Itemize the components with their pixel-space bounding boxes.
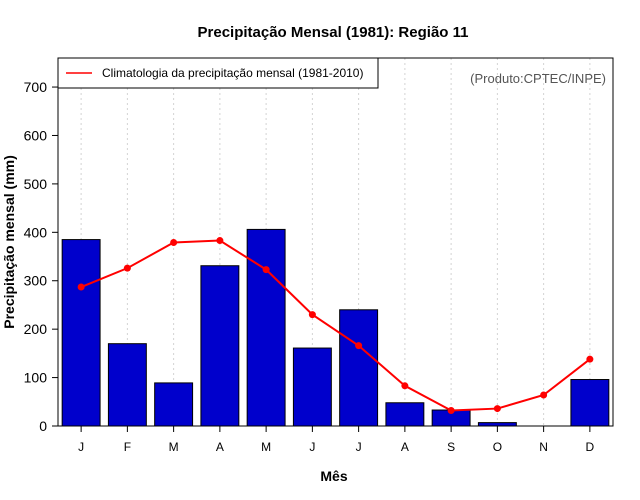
- credit-annotation: (Produto:CPTEC/INPE): [470, 71, 606, 86]
- climatology-point-9: [493, 405, 501, 413]
- climatology-point-1: [123, 264, 131, 272]
- climatology-polyline: [80, 239, 591, 412]
- ytick-label-500: 500: [24, 176, 48, 192]
- climatology-line: [77, 237, 594, 415]
- climatology-point-7: [401, 382, 409, 390]
- bar-2: [154, 382, 194, 427]
- bar-5: [292, 347, 332, 427]
- climatology-point-4: [262, 266, 270, 274]
- xtick-label-11: D: [586, 440, 595, 454]
- bar-1: [107, 343, 147, 427]
- xtick-label-10: N: [539, 440, 548, 454]
- bars: [61, 228, 610, 427]
- climatology-point-2: [170, 238, 178, 246]
- climatology-point-6: [355, 342, 363, 350]
- legend-label: Climatologia da precipitação mensal (198…: [102, 66, 363, 80]
- xtick-label-3: A: [216, 440, 224, 454]
- xtick-label-4: M: [261, 440, 271, 454]
- xtick-label-9: O: [493, 440, 502, 454]
- bar-3: [200, 265, 240, 427]
- climatology-point-5: [308, 311, 316, 319]
- xtick-label-8: S: [447, 440, 455, 454]
- xtick-label-0: J: [78, 440, 84, 454]
- x-axis-label: Mês: [320, 468, 347, 484]
- bar-6: [339, 309, 379, 427]
- ytick-label-0: 0: [39, 418, 47, 434]
- ytick-label-400: 400: [24, 224, 48, 240]
- ytick-label-300: 300: [24, 273, 48, 289]
- bar-9: [477, 422, 517, 427]
- bar-11: [570, 379, 610, 427]
- xtick-label-7: A: [401, 440, 409, 454]
- chart-title: Precipitação Mensal (1981): Região 11: [198, 24, 469, 41]
- climatology-point-10: [540, 391, 548, 399]
- climatology-point-0: [77, 283, 85, 291]
- y-axis-label: Precipitação mensal (mm): [1, 155, 17, 329]
- bar-4: [246, 228, 286, 427]
- climatology-point-8: [447, 407, 455, 415]
- ytick-label-200: 200: [24, 321, 48, 337]
- ytick-label-700: 700: [24, 79, 48, 95]
- legend-box: [57, 57, 379, 89]
- grid: [80, 58, 591, 426]
- ytick-label-600: 600: [24, 127, 48, 143]
- xtick-label-5: J: [309, 440, 315, 454]
- y-axis: 0 100 200 300 400 500 600 700: [24, 79, 58, 434]
- bar-0: [61, 239, 101, 427]
- xtick-label-2: M: [169, 440, 179, 454]
- climatology-point-3: [216, 237, 224, 245]
- legend: Climatologia da precipitação mensal (198…: [57, 57, 379, 89]
- xtick-label-6: J: [356, 440, 362, 454]
- bar-7: [385, 402, 425, 427]
- xtick-label-1: F: [124, 440, 131, 454]
- ytick-label-100: 100: [24, 370, 48, 386]
- climatology-point-11: [586, 355, 594, 363]
